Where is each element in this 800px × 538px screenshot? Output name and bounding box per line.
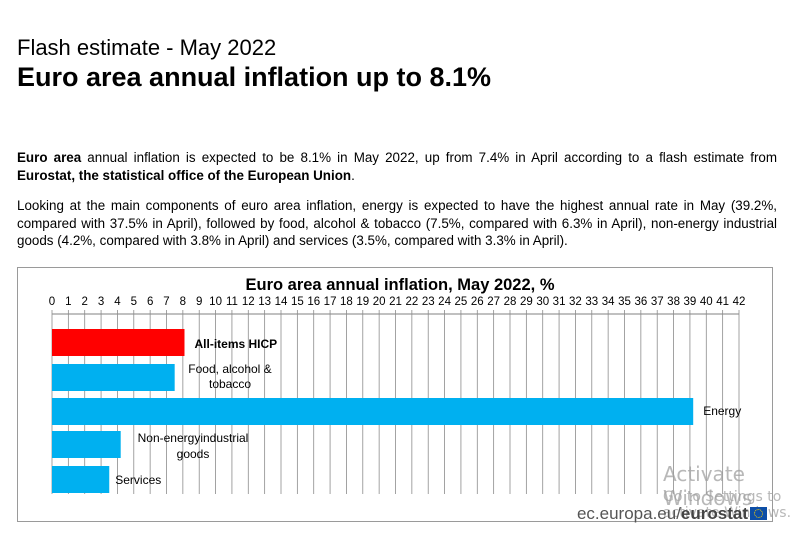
bar	[52, 466, 110, 493]
x-tick-label: 18	[340, 296, 353, 308]
x-tick-label: 6	[147, 296, 153, 308]
x-tick-label: 1	[65, 296, 71, 308]
eu-flag-icon	[750, 507, 767, 520]
x-tick-labels: 0 1 2 3 4 5 6 7 8 9 10 11 12 13 14 15 16 17 18 19 20 21 22 23 24…	[49, 296, 746, 308]
x-tick-label: 8	[180, 296, 186, 308]
x-tick-label: 9	[196, 296, 202, 308]
bars	[52, 329, 694, 493]
components-paragraph: Looking at the main components of euro a…	[17, 198, 777, 248]
intro-bold-euro-area: Euro area	[17, 150, 82, 165]
x-tick-label: 39	[684, 296, 697, 308]
x-tick-label: 23	[422, 296, 435, 308]
x-tick-label: 3	[98, 296, 104, 308]
x-tick-label: 11	[226, 296, 238, 308]
x-tick-label: 41	[716, 296, 729, 308]
page-headline: Euro area annual inflation up to 8.1%	[17, 62, 492, 92]
bar	[52, 398, 694, 425]
x-tick-label: 5	[131, 296, 137, 308]
x-tick-label: 21	[389, 296, 402, 308]
source-brand: eurostat	[680, 504, 748, 523]
x-tick-label: 30	[536, 296, 549, 308]
x-tick-label: 22	[405, 296, 418, 308]
bar	[52, 364, 175, 391]
bar-label: All-items HICP	[194, 337, 277, 351]
x-tick-label: 40	[700, 296, 713, 308]
intro-paragraph: Euro area annual inflation is expected t…	[17, 149, 777, 184]
chart-frame	[17, 267, 773, 522]
page-kicker: Flash estimate - May 2022	[17, 35, 277, 60]
bar-label: Food, alcohol &	[188, 362, 271, 376]
x-tick-label: 17	[324, 296, 337, 308]
bar	[52, 431, 121, 458]
bar-label: Services	[115, 473, 161, 487]
x-tick-label: 24	[438, 296, 451, 308]
intro-text: annual inflation is expected to be 8.1% …	[81, 150, 777, 165]
x-tick-label: 2	[82, 296, 88, 308]
x-tick-label: 38	[667, 296, 680, 308]
x-tick-label: 16	[307, 296, 320, 308]
x-tick-label: 27	[487, 296, 500, 308]
x-tick-label: 32	[569, 296, 582, 308]
x-tick-label: 42	[733, 296, 746, 308]
x-tick-label: 12	[242, 296, 255, 308]
bar-labels: All-items HICP Food, alcohol &tobacco Ener…	[115, 337, 741, 487]
x-tick-label: 4	[114, 296, 121, 308]
x-tick-label: 7	[163, 296, 169, 308]
x-tick-label: 15	[291, 296, 304, 308]
x-tick-label: 14	[275, 296, 288, 308]
x-tick-label: 28	[504, 296, 517, 308]
source-footer: ec.europa.eu/eurostat	[577, 504, 767, 524]
bar	[52, 329, 185, 356]
bar-label: tobacco	[209, 377, 251, 391]
bar-label: Non-energyindustrial	[138, 431, 249, 445]
x-tick-label: 35	[618, 296, 631, 308]
chart-title: Euro area annual inflation, May 2022, %	[245, 276, 554, 294]
x-tick-label: 36	[634, 296, 647, 308]
x-tick-label: 13	[258, 296, 271, 308]
x-tick-label: 31	[553, 296, 566, 308]
x-tick-label: 29	[520, 296, 533, 308]
x-tick-label: 0	[49, 296, 55, 308]
intro-end: .	[351, 167, 355, 183]
bar-label: goods	[177, 447, 210, 461]
x-tick-label: 33	[585, 296, 598, 308]
x-tick-label: 10	[209, 296, 222, 308]
x-tick-label: 34	[602, 296, 615, 308]
x-tick-label: 25	[455, 296, 468, 308]
x-tick-label: 37	[651, 296, 664, 308]
x-tick-label: 19	[356, 296, 369, 308]
intro-bold-eurostat: Eurostat, the statistical office of the …	[17, 167, 352, 183]
bar-label: Energy	[703, 404, 741, 418]
x-tick-label: 20	[373, 296, 386, 308]
source-prefix: ec.europa.eu/	[576, 504, 681, 523]
x-tick-label: 26	[471, 296, 484, 308]
